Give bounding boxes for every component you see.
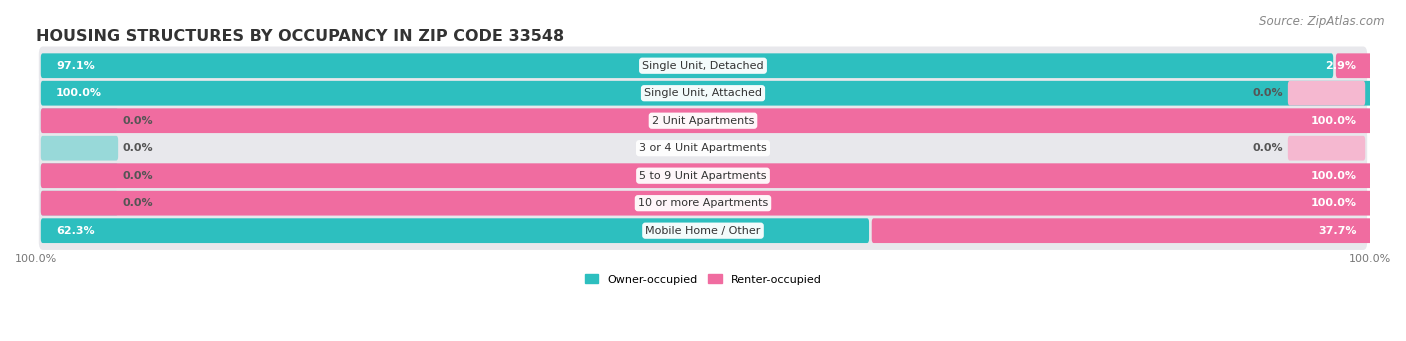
FancyBboxPatch shape <box>1336 53 1372 78</box>
FancyBboxPatch shape <box>41 163 118 188</box>
Text: 37.7%: 37.7% <box>1317 226 1357 236</box>
Text: 100.0%: 100.0% <box>1310 116 1357 126</box>
Text: 62.3%: 62.3% <box>56 226 94 236</box>
Text: 0.0%: 0.0% <box>1253 143 1284 153</box>
FancyBboxPatch shape <box>39 129 1367 167</box>
Text: Source: ZipAtlas.com: Source: ZipAtlas.com <box>1260 15 1385 28</box>
Text: 3 or 4 Unit Apartments: 3 or 4 Unit Apartments <box>640 143 766 153</box>
Text: Single Unit, Attached: Single Unit, Attached <box>644 88 762 98</box>
Text: 0.0%: 0.0% <box>122 171 153 181</box>
FancyBboxPatch shape <box>1288 136 1365 161</box>
Text: 100.0%: 100.0% <box>1310 198 1357 208</box>
Text: 2.9%: 2.9% <box>1326 61 1357 71</box>
FancyBboxPatch shape <box>41 81 1372 106</box>
Text: 10 or more Apartments: 10 or more Apartments <box>638 198 768 208</box>
Text: 2 Unit Apartments: 2 Unit Apartments <box>652 116 754 126</box>
Text: 97.1%: 97.1% <box>56 61 94 71</box>
Text: 5 to 9 Unit Apartments: 5 to 9 Unit Apartments <box>640 171 766 181</box>
Text: 100.0%: 100.0% <box>1310 171 1357 181</box>
FancyBboxPatch shape <box>41 108 118 133</box>
FancyBboxPatch shape <box>39 211 1367 250</box>
Text: 0.0%: 0.0% <box>122 143 153 153</box>
Text: 0.0%: 0.0% <box>122 116 153 126</box>
FancyBboxPatch shape <box>872 218 1372 243</box>
FancyBboxPatch shape <box>41 136 118 161</box>
FancyBboxPatch shape <box>41 191 1372 216</box>
Legend: Owner-occupied, Renter-occupied: Owner-occupied, Renter-occupied <box>581 270 825 289</box>
FancyBboxPatch shape <box>41 163 1372 188</box>
FancyBboxPatch shape <box>39 102 1367 140</box>
Text: Mobile Home / Other: Mobile Home / Other <box>645 226 761 236</box>
Text: 0.0%: 0.0% <box>1253 88 1284 98</box>
Text: Single Unit, Detached: Single Unit, Detached <box>643 61 763 71</box>
FancyBboxPatch shape <box>39 184 1367 222</box>
FancyBboxPatch shape <box>39 46 1367 85</box>
FancyBboxPatch shape <box>41 218 869 243</box>
Text: 0.0%: 0.0% <box>122 198 153 208</box>
FancyBboxPatch shape <box>41 108 1372 133</box>
FancyBboxPatch shape <box>1288 81 1365 106</box>
FancyBboxPatch shape <box>41 191 118 216</box>
Text: HOUSING STRUCTURES BY OCCUPANCY IN ZIP CODE 33548: HOUSING STRUCTURES BY OCCUPANCY IN ZIP C… <box>37 29 564 44</box>
FancyBboxPatch shape <box>39 74 1367 113</box>
Text: 100.0%: 100.0% <box>56 88 103 98</box>
FancyBboxPatch shape <box>39 157 1367 195</box>
FancyBboxPatch shape <box>41 53 1333 78</box>
